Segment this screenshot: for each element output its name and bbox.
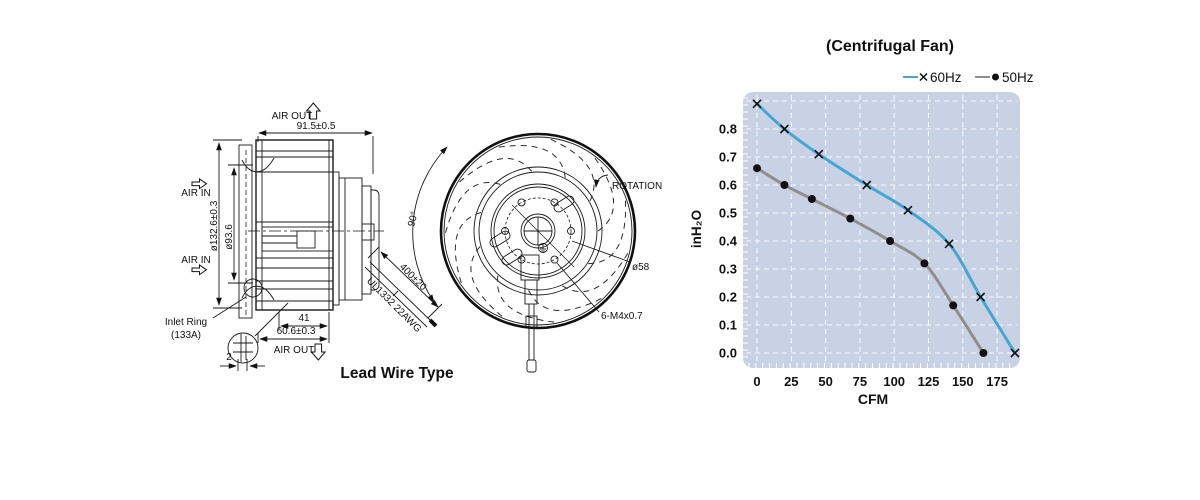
legend-label-50Hz: 50Hz [1002,70,1034,85]
y-tick-label: 0.7 [719,150,737,165]
ground-symbol-icon [538,243,548,253]
y-tick-label: 0.0 [719,346,737,361]
side-view [238,139,438,328]
marker-dot-50Hz [979,349,988,357]
label-inlet-ring-1: Inlet Ring [165,317,207,328]
inlet-ring-detail-circle [227,332,259,364]
y-tick-label: 0.6 [719,178,737,193]
y-tick-label: 0.1 [719,318,737,333]
x-axis-label: CFM [858,391,888,407]
label-dim-outer-dia: ø132.6±0.3 [209,200,220,251]
marker-x-60Hz [779,124,790,134]
label-air-out-top: AIR OUT [272,111,313,122]
marker-dot-50Hz [920,259,929,268]
y-tick-label: 0.3 [719,262,737,277]
x-tick-label: 100 [883,374,905,389]
x-tick-label: 25 [784,374,798,389]
y-tick-label: 0.4 [719,234,738,249]
air-out-bottom-arrow-icon [310,343,327,361]
rotation-arrow-icon [593,174,609,188]
x-tick-label: 50 [818,374,832,389]
y-tick-label: 0.5 [719,206,737,221]
legend-marker-x [919,72,928,82]
label-wire-length: 400±20 [397,262,429,294]
label-dim-2: 2 [226,352,232,363]
label-air-out-bottom: AIR OUT [274,345,315,356]
chart-title: (Centrifugal Fan) [826,38,954,55]
front-view [412,126,644,373]
label-air-in-1: AIR IN [181,188,210,199]
label-mount-holes: 6-M4x0.7 [601,311,643,322]
marker-dot-50Hz [949,301,958,310]
label-rotation: ROTATION [612,181,662,192]
x-tick-label: 75 [853,374,867,389]
plot-area [743,92,1020,368]
performance-chart: 0.0 0.1 0.2 0.3 0.4 0.5 0.6 0.7 0.8 0 25 50 75 100 125… [689,38,1034,407]
marker-x-60Hz [752,99,762,109]
x-tick-label: 125 [918,374,940,389]
marker-dot-50Hz [846,214,855,223]
x-tick-label: 0 [753,374,760,389]
y-tick-label: 0.8 [719,122,737,137]
mount-hole [517,255,526,264]
label-dim-inner-dia: ø93.6 [224,224,235,250]
label-dim-606: 60.6±0.3 [277,326,316,337]
air-out-top-arrow-icon [305,102,322,120]
legend-label-60Hz: 60Hz [930,70,962,85]
label-dim-41: 41 [298,313,310,324]
x-tick-label: 150 [952,374,974,389]
marker-dot-50Hz [886,237,895,245]
label-dim-width: 91.5±0.5 [297,121,336,132]
side-view-dimensions [212,130,443,371]
y-axis-label: inH₂O [689,210,704,248]
mount-hole [501,227,509,235]
legend-marker-dot [992,73,999,81]
marker-dot-50Hz [780,181,789,189]
technical-drawing: AIR OUT 91.5±0.5 AIR IN AIR IN ø132.6±0.… [165,102,662,382]
marker-x-60Hz [903,205,913,215]
y-tick-label: 0.2 [719,290,737,305]
marker-dot-50Hz [807,195,816,203]
air-in-2-arrow-icon [191,264,208,276]
label-angle-90: 90° [406,210,421,227]
marker-dot-50Hz [753,164,761,173]
marker-x-60Hz [976,292,986,302]
label-inlet-ring-2: (133A) [171,330,201,341]
mount-hole [550,255,559,264]
marker-x-60Hz [862,180,872,190]
label-bolt-circle: ø58 [632,262,650,273]
x-tick-label: 175 [986,374,1008,389]
mount-hole [517,198,526,207]
label-air-in-2: AIR IN [181,255,210,266]
drawing-caption: Lead Wire Type [340,365,454,382]
marker-x-60Hz [814,149,824,159]
marker-x-60Hz [1010,348,1020,358]
mount-hole [567,227,575,235]
marker-x-60Hz [944,239,954,249]
air-in-1-arrow-icon [191,178,208,190]
